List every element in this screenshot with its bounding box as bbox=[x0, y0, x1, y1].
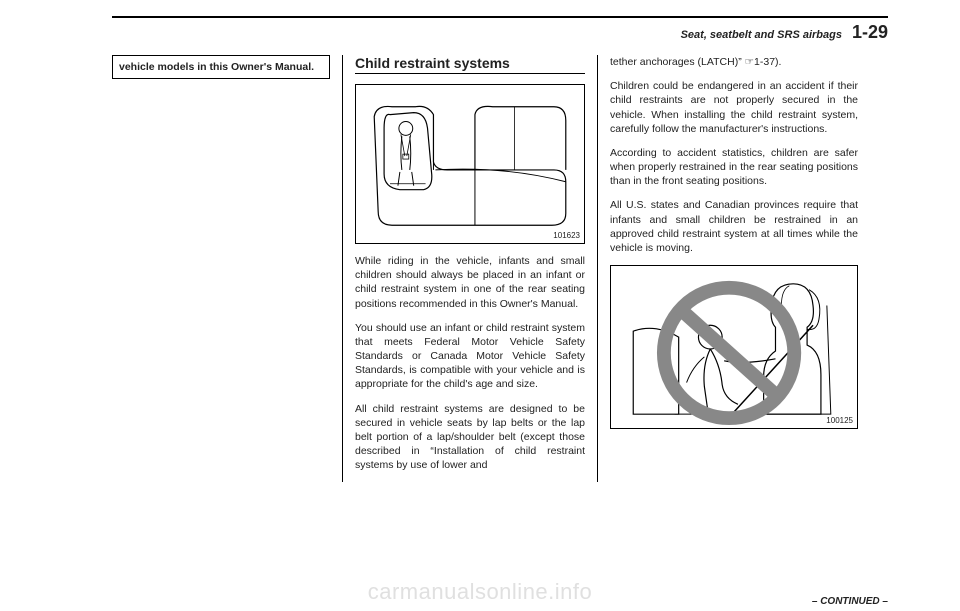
page-header: Seat, seatbelt and SRS airbags 1-29 bbox=[112, 22, 888, 43]
header-section: Seat, seatbelt and SRS airbags bbox=[681, 29, 842, 41]
figure-id: 101623 bbox=[553, 231, 580, 240]
figure-child-seat: 101623 bbox=[355, 84, 585, 244]
text: 1-37). bbox=[754, 56, 781, 68]
paragraph: You should use an infant or child restra… bbox=[355, 321, 585, 392]
paragraph: tether anchorages (LATCH)” ☞1-37). bbox=[610, 55, 858, 69]
paragraph: According to accident statistics, childr… bbox=[610, 146, 858, 189]
column-left: vehicle models in this Owner's Manual. bbox=[112, 55, 342, 482]
continued-label: – CONTINUED – bbox=[812, 596, 888, 607]
figure-id: 100125 bbox=[826, 416, 853, 425]
text: tether anchorages (LATCH)” bbox=[610, 56, 745, 68]
figure-prohibited-front-seat: 100125 bbox=[610, 265, 858, 429]
pointer-icon: ☞ bbox=[745, 56, 754, 68]
note-box: vehicle models in this Owner's Manual. bbox=[112, 55, 330, 79]
section-heading: Child restraint systems bbox=[355, 55, 585, 74]
paragraph: All child restraint systems are designed… bbox=[355, 402, 585, 473]
paragraph: All U.S. states and Canadian provinces r… bbox=[610, 198, 858, 255]
column-right: tether anchorages (LATCH)” ☞1-37). Child… bbox=[598, 55, 858, 482]
column-center: Child restraint systems bbox=[342, 55, 598, 482]
header-page-number: 1-29 bbox=[852, 22, 888, 43]
paragraph: Children could be endangered in an accid… bbox=[610, 79, 858, 136]
paragraph: While riding in the vehicle, infants and… bbox=[355, 254, 585, 311]
